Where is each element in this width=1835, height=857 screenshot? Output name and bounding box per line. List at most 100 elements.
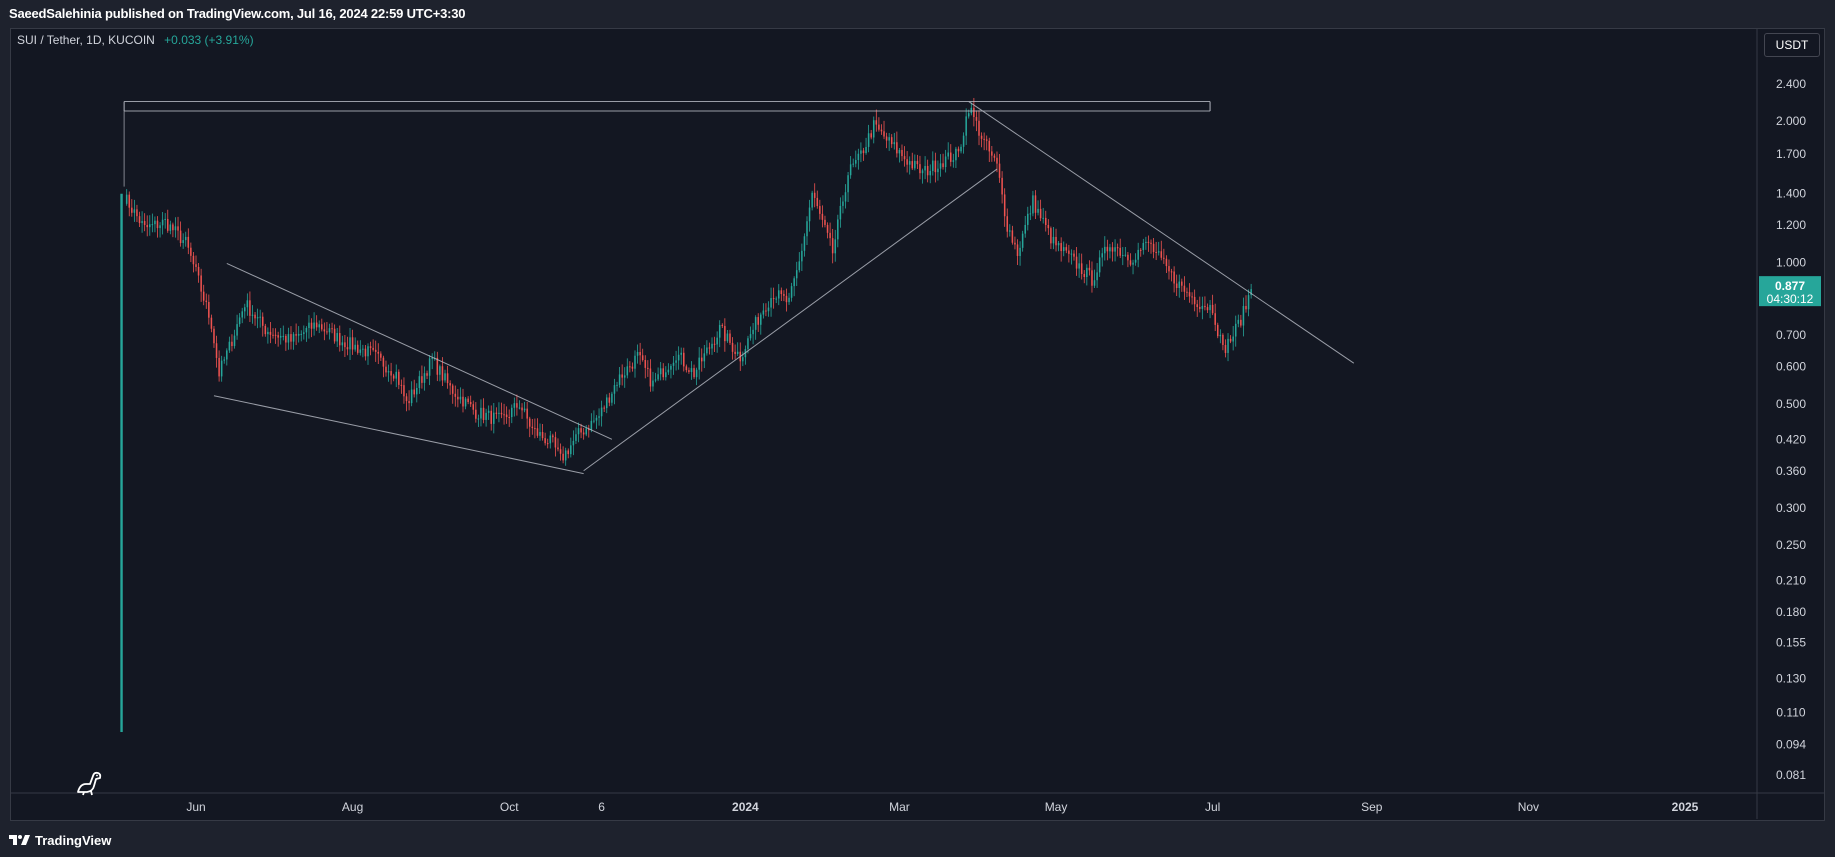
- candle: [1070, 249, 1073, 265]
- candle: [341, 335, 344, 351]
- price-change: +0.033 (+3.91%): [164, 33, 254, 47]
- candle: [880, 124, 883, 135]
- candle: [677, 346, 680, 370]
- candle: [552, 433, 554, 443]
- candle: [878, 117, 880, 132]
- candle: [1042, 207, 1044, 224]
- y-tick-label: 2.000: [1776, 114, 1806, 128]
- candle: [914, 154, 916, 171]
- y-tick-label: 0.130: [1776, 672, 1806, 686]
- candle: [259, 309, 261, 328]
- candle: [1183, 276, 1186, 300]
- trendline[interactable]: [583, 168, 998, 472]
- footer-brand[interactable]: TradingView: [9, 830, 111, 850]
- candle: [742, 351, 744, 367]
- candle: [300, 330, 303, 342]
- candle: [156, 216, 159, 238]
- y-tick-label: 0.300: [1776, 501, 1806, 515]
- candle: [847, 171, 849, 202]
- candle: [908, 156, 911, 175]
- candle: [629, 361, 631, 373]
- candle: [392, 373, 395, 382]
- candle: [1175, 274, 1178, 297]
- price-axis[interactable]: [1757, 29, 1824, 791]
- candle: [528, 416, 531, 438]
- candle: [174, 217, 177, 238]
- candle: [937, 160, 939, 181]
- candle: [867, 124, 870, 153]
- candle: [382, 355, 385, 378]
- candle: [120, 193, 123, 733]
- candle: [749, 326, 752, 341]
- candle: [349, 328, 351, 360]
- x-tick-label: Sep: [1361, 800, 1383, 814]
- candle: [639, 342, 641, 365]
- trendline[interactable]: [213, 395, 584, 475]
- candle: [837, 214, 839, 248]
- candle: [736, 342, 739, 356]
- candle: [1039, 199, 1042, 222]
- candle: [195, 255, 197, 272]
- candle: [1211, 294, 1214, 316]
- candle: [544, 432, 546, 446]
- candle: [149, 215, 151, 236]
- y-tick-label: 0.081: [1776, 768, 1806, 782]
- candle: [531, 418, 534, 435]
- footer-brand-text: TradingView: [35, 832, 112, 848]
- candle: [785, 288, 788, 312]
- candle: [439, 364, 441, 382]
- candle: [508, 409, 510, 427]
- candle: [313, 312, 315, 336]
- candle: [405, 393, 408, 412]
- currency-button[interactable]: USDT: [1764, 33, 1820, 57]
- candle: [872, 116, 875, 144]
- candle: [333, 324, 336, 344]
- candle: [1116, 243, 1119, 257]
- candle: [1129, 253, 1132, 267]
- candle: [603, 405, 605, 412]
- candle: [1222, 333, 1224, 351]
- candle: [1240, 314, 1242, 328]
- candle: [654, 372, 657, 383]
- candle: [1111, 242, 1114, 262]
- y-tick-label: 0.600: [1776, 360, 1806, 374]
- candle: [1186, 287, 1188, 298]
- candle: [315, 315, 318, 331]
- candle: [521, 403, 523, 419]
- candle: [1214, 303, 1216, 332]
- candle: [1247, 289, 1250, 317]
- candle: [672, 355, 675, 375]
- trendline[interactable]: [226, 262, 613, 440]
- candle: [706, 340, 708, 356]
- candle: [916, 154, 919, 170]
- candle: [998, 154, 1001, 183]
- candle: [1029, 205, 1032, 221]
- candle: [475, 402, 477, 423]
- trendline[interactable]: [968, 101, 1355, 364]
- candle: [459, 387, 462, 404]
- candle: [390, 362, 392, 385]
- candle: [308, 315, 310, 339]
- candle: [1024, 215, 1026, 238]
- candle: [939, 154, 942, 177]
- candle: [713, 336, 716, 352]
- candle: [757, 313, 759, 332]
- candle: [1147, 235, 1150, 252]
- candle: [793, 276, 795, 297]
- y-tick-label: 0.360: [1776, 464, 1806, 478]
- y-tick-label: 0.420: [1776, 432, 1806, 446]
- candle: [577, 422, 580, 443]
- candle: [395, 364, 398, 388]
- candle: [860, 142, 862, 163]
- candle: [788, 292, 790, 305]
- candle: [695, 367, 698, 386]
- candle: [331, 322, 333, 334]
- candle: [426, 370, 428, 379]
- candle: [1209, 300, 1211, 319]
- candle: [197, 262, 200, 283]
- candle: [1145, 236, 1147, 250]
- chart-pane[interactable]: [10, 28, 1825, 821]
- candle: [428, 355, 431, 386]
- candle: [385, 360, 387, 377]
